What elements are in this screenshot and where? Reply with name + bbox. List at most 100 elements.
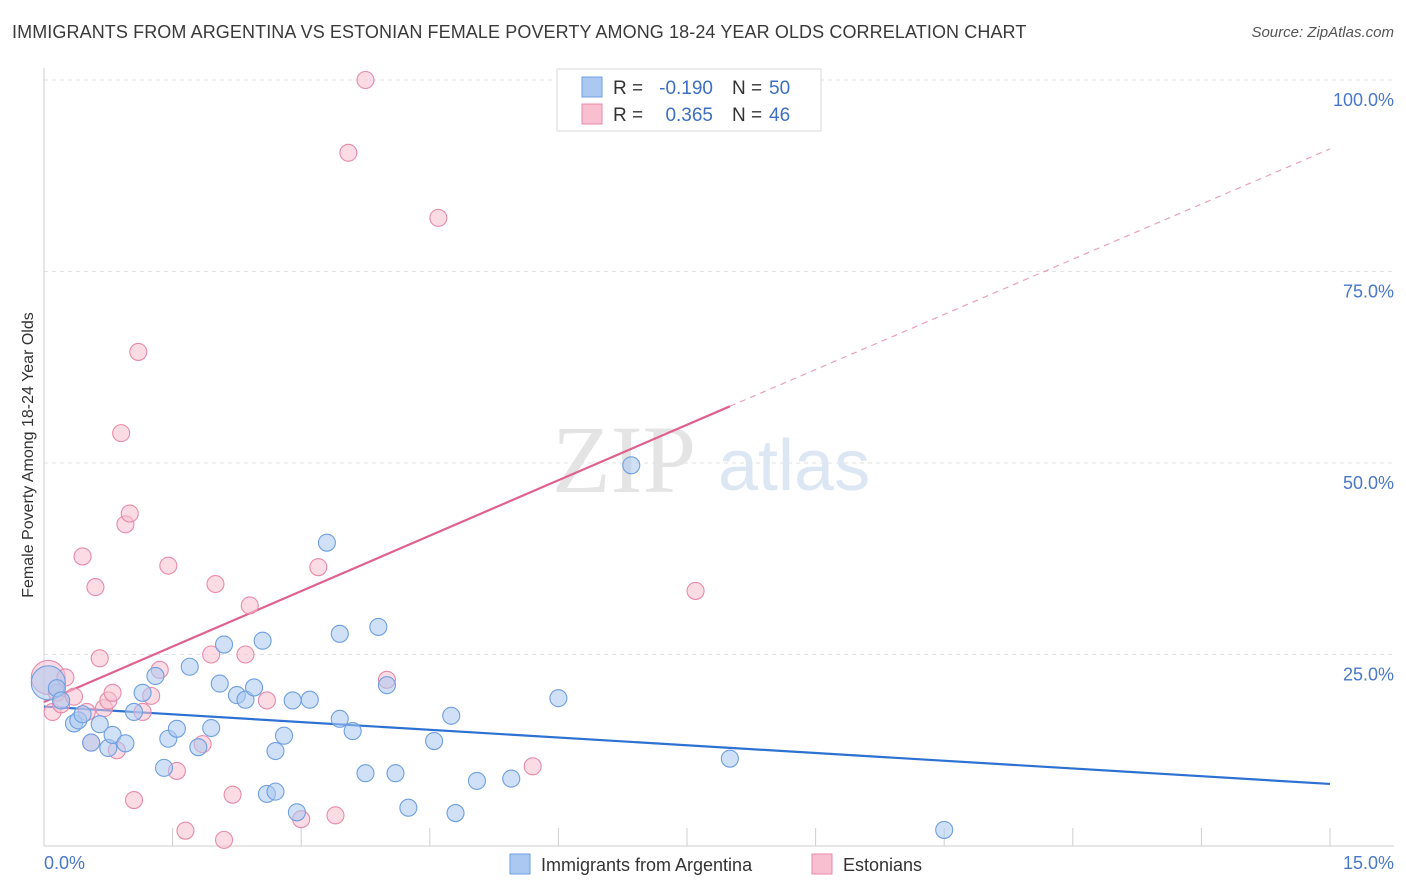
point-argentina-31 xyxy=(287,803,306,822)
point-argentina-49 xyxy=(720,749,739,768)
point-estonians-25 xyxy=(176,821,195,840)
y-tick-label-25: 25.0% xyxy=(1343,665,1394,685)
chart-title: IMMIGRANTS FROM ARGENTINA VS ESTONIAN FE… xyxy=(12,22,1027,42)
trend-line-argentina xyxy=(43,705,1331,786)
legend-n-value-blue: 50 xyxy=(769,78,790,99)
correlation-legend: R = -0.190 N = 50 R = 0.365 N = 46 xyxy=(556,68,822,132)
point-argentina-19 xyxy=(202,718,221,738)
point-estonians-23 xyxy=(159,556,178,575)
watermark-zip: ZIP xyxy=(552,406,696,513)
point-estonians-41 xyxy=(523,757,542,776)
point-argentina-7 xyxy=(90,715,109,734)
point-argentina-17 xyxy=(180,657,199,676)
point-argentina-44 xyxy=(446,804,465,823)
point-argentina-28 xyxy=(266,741,285,761)
point-argentina-9 xyxy=(103,725,122,744)
point-estonians-32 xyxy=(240,596,259,615)
watermark-atlas: atlas xyxy=(718,426,870,506)
point-estonians-35 xyxy=(309,558,328,577)
x-tick-label-max: 15.0% xyxy=(1343,853,1394,873)
point-estonians-18 xyxy=(124,790,144,810)
y-axis-label: Female Poverty Among 18-24 Year Olds xyxy=(20,312,37,598)
y-tick-label-75: 75.0% xyxy=(1343,282,1394,302)
trend-line-estonians xyxy=(43,405,731,704)
point-argentina-41 xyxy=(399,798,418,817)
legend-swatch-blue xyxy=(581,76,603,98)
legend-r-label-pink: R = xyxy=(613,105,643,126)
point-argentina-12 xyxy=(133,683,152,702)
point-estonians-6 xyxy=(73,547,92,566)
point-argentina-6 xyxy=(82,733,101,752)
point-estonians-29 xyxy=(214,830,234,849)
point-estonians-13 xyxy=(103,683,122,702)
point-argentina-13 xyxy=(146,666,165,685)
point-argentina-24 xyxy=(244,678,264,697)
trend-line-estonians-projection xyxy=(729,148,1331,407)
legend-n-value-pink: 46 xyxy=(769,105,790,126)
legend-n-label-pink: N = xyxy=(732,105,762,126)
y-tick-label-100: 100.0% xyxy=(1333,90,1394,110)
point-argentina-43 xyxy=(442,706,461,725)
y-tick-label-50: 50.0% xyxy=(1343,473,1394,493)
point-argentina-32 xyxy=(300,690,319,709)
point-argentina-30 xyxy=(283,691,302,710)
point-argentina-46 xyxy=(502,769,521,788)
point-argentina-35 xyxy=(330,709,349,728)
point-estonians-36 xyxy=(326,806,345,825)
trend-layer xyxy=(43,148,1331,786)
point-argentina-27 xyxy=(266,782,285,801)
bottom-legend-swatch-blue xyxy=(509,853,531,875)
point-argentina-50 xyxy=(935,820,954,839)
point-argentina-10 xyxy=(116,734,135,753)
point-argentina-36 xyxy=(343,722,362,741)
legend-r-label-blue: R = xyxy=(613,78,643,99)
point-argentina-39 xyxy=(377,676,396,695)
x-tick-label-min: 0.0% xyxy=(44,853,85,873)
point-argentina-11 xyxy=(124,702,144,722)
point-estonians-9 xyxy=(86,578,105,597)
point-argentina-25 xyxy=(253,631,272,650)
point-argentina-20 xyxy=(210,674,229,693)
point-argentina-45 xyxy=(467,771,487,790)
watermark: ZIP atlas xyxy=(552,406,870,513)
point-estonians-33 xyxy=(257,691,276,710)
legend-r-value-blue: -0.190 xyxy=(659,78,713,99)
point-argentina-40 xyxy=(386,764,405,783)
point-argentina-42 xyxy=(425,732,444,751)
bottom-legend-label-pink: Estonians xyxy=(843,855,922,875)
point-argentina-23 xyxy=(236,690,255,709)
point-estonians-30 xyxy=(223,785,242,804)
point-argentina-47 xyxy=(549,689,568,708)
bottom-legend: Immigrants from Argentina Estonians xyxy=(509,853,922,875)
bottom-legend-swatch-pink xyxy=(811,853,833,875)
point-argentina-5 xyxy=(73,705,92,724)
point-argentina-34 xyxy=(330,624,349,643)
point-argentina-48 xyxy=(622,456,641,475)
point-argentina-37 xyxy=(356,764,375,783)
point-argentina-14 xyxy=(154,758,174,777)
bottom-legend-label-blue: Immigrants from Argentina xyxy=(541,855,753,875)
point-estonians-15 xyxy=(112,424,131,443)
point-estonians-19 xyxy=(129,342,148,361)
point-estonians-31 xyxy=(236,645,255,664)
points-layer xyxy=(30,70,954,849)
point-estonians-40 xyxy=(429,208,448,227)
point-argentina-21 xyxy=(214,635,234,654)
chart-source: Source: ZipAtlas.com xyxy=(1251,24,1394,41)
legend-r-value-pink: 0.365 xyxy=(665,105,713,126)
point-estonians-27 xyxy=(202,645,221,664)
point-argentina-33 xyxy=(317,533,336,552)
point-argentina-2 xyxy=(52,691,71,710)
point-argentina-29 xyxy=(275,726,294,745)
point-estonians-37 xyxy=(339,143,358,162)
legend-n-label-blue: N = xyxy=(732,78,762,99)
y-tick-labels: 25.0% 50.0% 75.0% 100.0% xyxy=(1333,90,1394,685)
point-argentina-18 xyxy=(189,738,208,757)
legend-swatch-pink xyxy=(581,103,603,125)
point-estonians-28 xyxy=(206,574,225,594)
point-estonians-17 xyxy=(120,504,139,523)
point-estonians-38 xyxy=(356,70,375,90)
point-argentina-38 xyxy=(369,617,388,636)
point-estonians-42 xyxy=(686,581,705,600)
